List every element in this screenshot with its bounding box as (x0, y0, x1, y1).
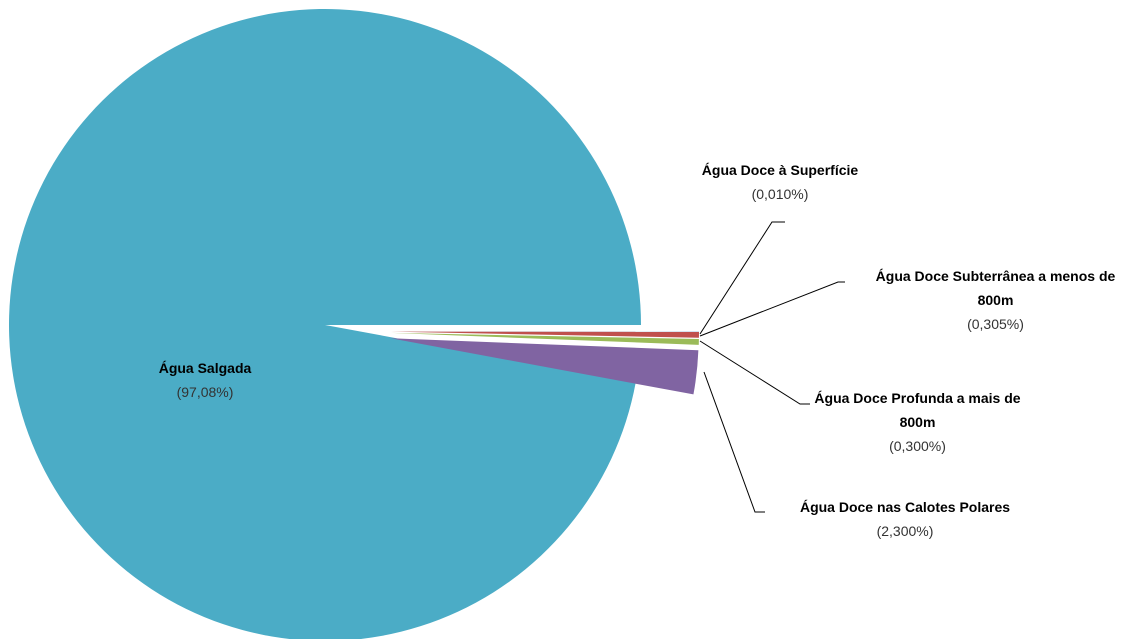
slice-label: Água Doce à Superfície (0,010%) (660, 158, 900, 206)
value-label: (0,010%) (751, 186, 809, 202)
leader-line (699, 281, 845, 337)
value-label: (0,300%) (889, 438, 946, 454)
leader-line (699, 221, 785, 335)
slice-label: Água Doce Subterrânea a menos de 800m (0,… (858, 264, 1133, 336)
category-label: Água Doce Subterrânea a menos de 800m (875, 268, 1116, 308)
slice-label: Água Doce nas Calotes Polares (2,300%) (760, 495, 1050, 543)
pie-slice (390, 332, 699, 345)
pie-slice (9, 9, 641, 639)
slice-label: Água Doce Profunda a mais de 800m (0,300%… (805, 386, 1030, 458)
leader-line (699, 340, 810, 405)
category-label: Água Doce nas Calotes Polares (799, 499, 1011, 515)
slice-label: Água Salgada (97,08%) (110, 356, 300, 404)
slices (9, 9, 699, 639)
value-label: (0,305%) (967, 316, 1024, 332)
value-label: (97,08%) (176, 384, 234, 400)
pie-slice (390, 331, 699, 338)
leader-line (703, 371, 765, 513)
value-label: (2,300%) (876, 523, 934, 539)
pie-slice (390, 338, 699, 395)
category-label: Água Doce à Superfície (701, 162, 859, 178)
category-label: Água Doce Profunda a mais de 800m (814, 390, 1021, 430)
category-label: Água Salgada (158, 360, 252, 376)
